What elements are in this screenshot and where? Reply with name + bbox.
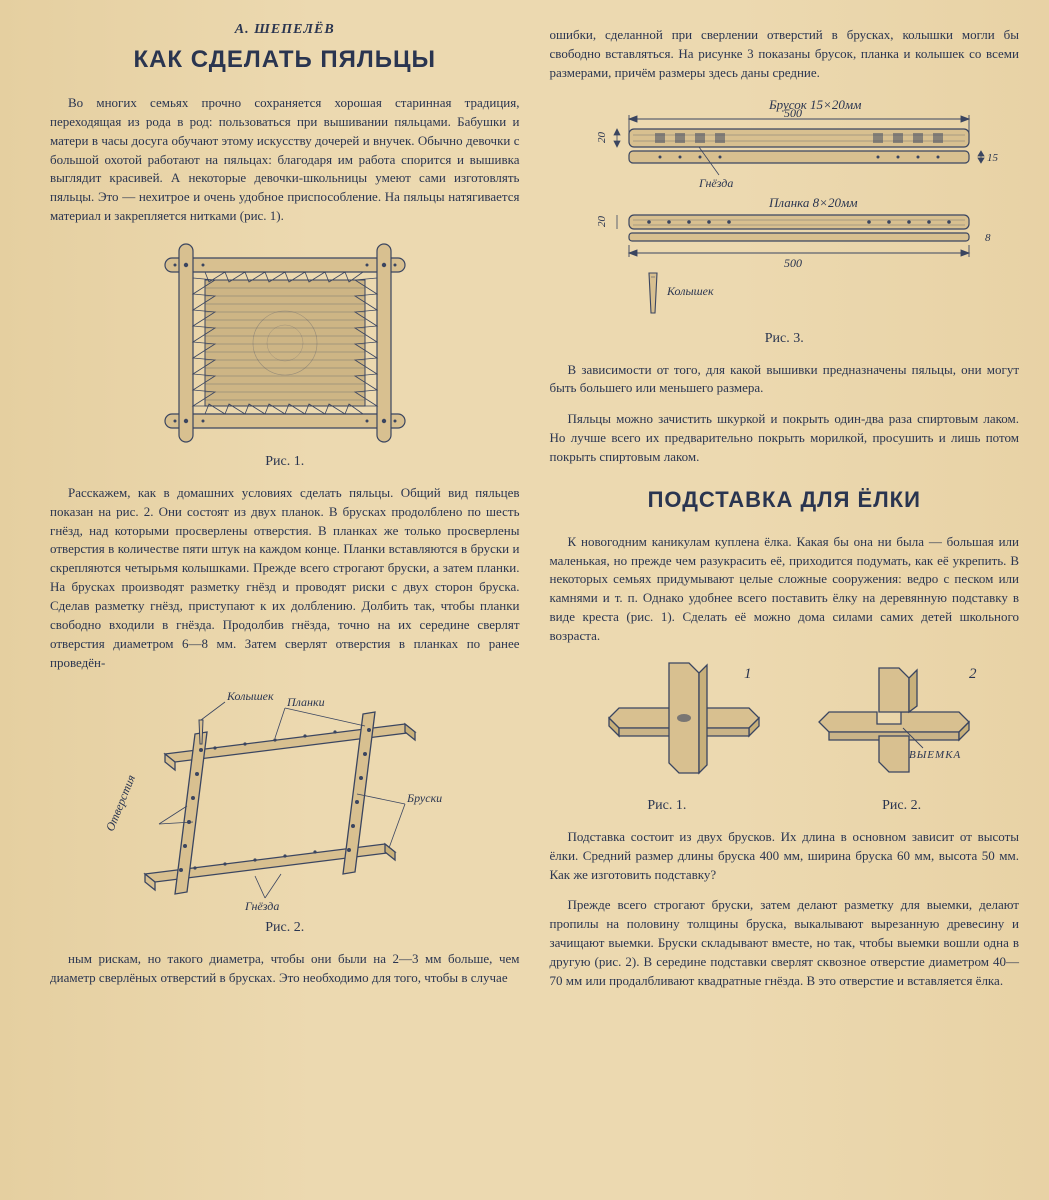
a2-vyemka: ВЫЕМКА	[909, 749, 961, 761]
article1-para2: Расскажем, как в домашних условиях сдела…	[50, 484, 520, 672]
article1-para4-cont: ошибки, сделанной при сверлении отверсти…	[550, 26, 1020, 83]
left-column: А. ШЕПЕЛЁВ КАК СДЕЛАТЬ ПЯЛЬЦЫ Во многих …	[50, 20, 520, 1180]
fig3-gnezda: Гнёзда	[698, 176, 733, 190]
magazine-page: А. ШЕПЕЛЁВ КАК СДЕЛАТЬ ПЯЛЬЦЫ Во многих …	[0, 0, 1049, 1200]
figure1-caption: Рис. 1.	[50, 454, 520, 470]
fig3-brusok-label: Брусок 15×20мм	[768, 97, 861, 112]
article1-title: КАК СДЕЛАТЬ ПЯЛЬЦЫ	[50, 46, 520, 74]
figure3-svg: Брусок 15×20мм 500	[569, 95, 999, 325]
fig2-label-bruski: Бруски	[406, 791, 442, 805]
article2-figs: 1 2 ВЫЕМКА	[550, 658, 1020, 788]
a2-fig-n2: 2	[969, 666, 977, 682]
article1-para6: Пяльцы можно зачистить шкуркой и покрыть…	[550, 410, 1020, 467]
fig3-kolyshek: Колышек	[666, 284, 714, 298]
fig3-planka-label: Планка 8×20мм	[768, 195, 858, 210]
figure1-frame	[50, 238, 520, 448]
figure2-svg: Колышек Планки Отверстия Бруски Гнёзда	[105, 684, 465, 914]
article1-para1: Во многих семьях прочно сохраняется хоро…	[50, 94, 520, 226]
fig3-dim20b: 20	[596, 215, 608, 227]
fig3-dim500a: 500	[784, 106, 802, 120]
fig3-dim15: 15	[987, 152, 999, 164]
fig2-label-planki: Планки	[286, 695, 325, 709]
figure2-frame: Колышек Планки Отверстия Бруски Гнёзда	[50, 684, 520, 914]
figure1-svg	[135, 238, 435, 448]
a2-fig2-caption: Рис. 2.	[784, 798, 1019, 814]
figure2-caption: Рис. 2.	[50, 920, 520, 936]
article2-para1: К новогодним каникулам куплена ёлка. Как…	[550, 533, 1020, 646]
author-byline: А. ШЕПЕЛЁВ	[50, 22, 520, 38]
article2-title: ПОДСТАВКА ДЛЯ ЁЛКИ	[550, 487, 1020, 513]
fig2-label-otverstiya: Отверстия	[105, 773, 138, 834]
article1-para3: ным рискам, но такого диаметра, чтобы он…	[50, 950, 520, 988]
fig3-dim20a: 20	[596, 131, 608, 143]
article2-para3: Прежде всего строгают бруски, затем дела…	[550, 896, 1020, 990]
article2-figs-svg: 1 2 ВЫЕМКА	[569, 658, 999, 788]
fig3-dim500b: 500	[784, 256, 802, 270]
a2-fig1-caption: Рис. 1.	[550, 798, 785, 814]
right-column: ошибки, сделанной при сверлении отверсти…	[550, 20, 1020, 1180]
a2-fig-n1: 1	[744, 666, 752, 682]
article1-para5: В зависимости от того, для какой вышивки…	[550, 361, 1020, 399]
fig3-dim8: 8	[985, 232, 991, 244]
figure3-caption: Рис. 3.	[550, 331, 1020, 347]
figure3-frame: Брусок 15×20мм 500	[550, 95, 1020, 325]
fig2-label-kolyshek: Колышек	[226, 689, 274, 703]
fig2-label-gnezda: Гнёзда	[244, 899, 279, 913]
article2-para2: Подставка состоит из двух брусков. Их дл…	[550, 828, 1020, 885]
article2-fig-captions: Рис. 1. Рис. 2.	[550, 794, 1020, 822]
